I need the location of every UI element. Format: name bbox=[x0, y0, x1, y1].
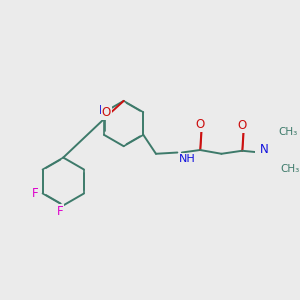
Text: NH: NH bbox=[178, 154, 195, 164]
Text: O: O bbox=[101, 106, 111, 119]
Text: F: F bbox=[32, 187, 38, 200]
Text: N: N bbox=[260, 143, 268, 156]
Text: CH₃: CH₃ bbox=[280, 164, 299, 174]
Text: O: O bbox=[238, 118, 247, 132]
Text: F: F bbox=[57, 205, 64, 218]
Text: N: N bbox=[99, 104, 109, 117]
Text: O: O bbox=[195, 118, 205, 131]
Text: CH₃: CH₃ bbox=[279, 127, 298, 137]
